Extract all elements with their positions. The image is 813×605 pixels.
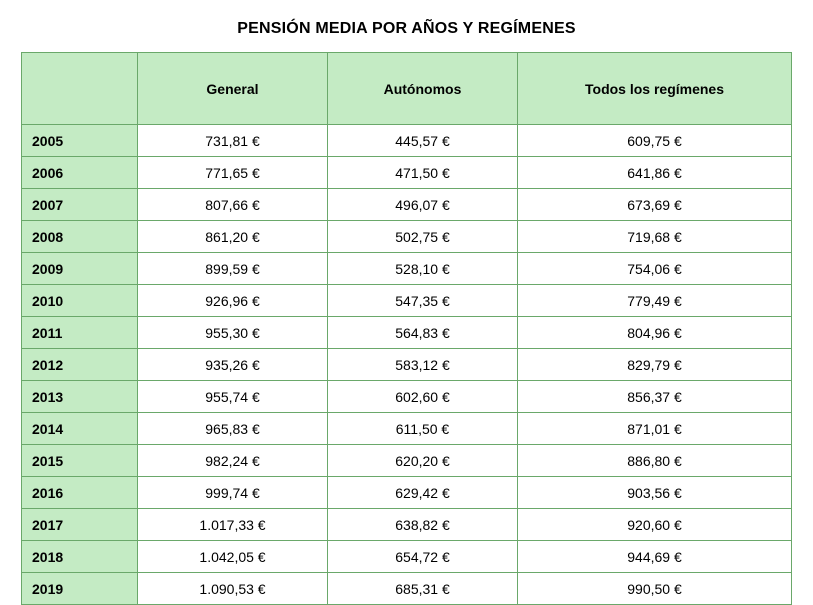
todos-cell: 856,37 € [518, 381, 792, 413]
table-row: 20181.042,05 €654,72 €944,69 € [22, 541, 792, 573]
todos-cell: 609,75 € [518, 125, 792, 157]
todos-cell: 920,60 € [518, 509, 792, 541]
todos-cell: 871,01 € [518, 413, 792, 445]
table-header-row: General Autónomos Todos los regímenes [22, 53, 792, 125]
general-cell: 807,66 € [138, 189, 328, 221]
general-cell: 1.090,53 € [138, 573, 328, 605]
table-row: 2006771,65 €471,50 €641,86 € [22, 157, 792, 189]
year-cell: 2016 [22, 477, 138, 509]
year-cell: 2010 [22, 285, 138, 317]
table-row: 2012935,26 €583,12 €829,79 € [22, 349, 792, 381]
general-cell: 861,20 € [138, 221, 328, 253]
autonomos-cell: 445,57 € [328, 125, 518, 157]
todos-cell: 804,96 € [518, 317, 792, 349]
table-row: 2005731,81 €445,57 €609,75 € [22, 125, 792, 157]
autonomos-cell: 564,83 € [328, 317, 518, 349]
table-row: 2010926,96 €547,35 €779,49 € [22, 285, 792, 317]
todos-cell: 779,49 € [518, 285, 792, 317]
table-row: 2016999,74 €629,42 €903,56 € [22, 477, 792, 509]
year-cell: 2011 [22, 317, 138, 349]
year-cell: 2014 [22, 413, 138, 445]
autonomos-cell: 620,20 € [328, 445, 518, 477]
todos-cell: 944,69 € [518, 541, 792, 573]
todos-cell: 641,86 € [518, 157, 792, 189]
year-cell: 2017 [22, 509, 138, 541]
general-cell: 771,65 € [138, 157, 328, 189]
table-row: 2011955,30 €564,83 €804,96 € [22, 317, 792, 349]
autonomos-cell: 496,07 € [328, 189, 518, 221]
autonomos-cell: 471,50 € [328, 157, 518, 189]
todos-cell: 903,56 € [518, 477, 792, 509]
table-row: 2014965,83 €611,50 €871,01 € [22, 413, 792, 445]
todos-cell: 886,80 € [518, 445, 792, 477]
todos-cell: 990,50 € [518, 573, 792, 605]
autonomos-cell: 629,42 € [328, 477, 518, 509]
table-row: 2008861,20 €502,75 €719,68 € [22, 221, 792, 253]
table-header-autonomos: Autónomos [328, 53, 518, 125]
table-header-todos: Todos los regímenes [518, 53, 792, 125]
year-cell: 2006 [22, 157, 138, 189]
todos-cell: 754,06 € [518, 253, 792, 285]
autonomos-cell: 685,31 € [328, 573, 518, 605]
general-cell: 935,26 € [138, 349, 328, 381]
general-cell: 731,81 € [138, 125, 328, 157]
year-cell: 2018 [22, 541, 138, 573]
year-cell: 2012 [22, 349, 138, 381]
general-cell: 965,83 € [138, 413, 328, 445]
table-row: 2007807,66 €496,07 €673,69 € [22, 189, 792, 221]
autonomos-cell: 528,10 € [328, 253, 518, 285]
general-cell: 955,74 € [138, 381, 328, 413]
year-cell: 2015 [22, 445, 138, 477]
autonomos-cell: 547,35 € [328, 285, 518, 317]
pension-table: General Autónomos Todos los regímenes 20… [21, 52, 792, 605]
table-row: 2009899,59 €528,10 €754,06 € [22, 253, 792, 285]
year-cell: 2008 [22, 221, 138, 253]
year-cell: 2009 [22, 253, 138, 285]
year-cell: 2005 [22, 125, 138, 157]
table-row: 2015982,24 €620,20 €886,80 € [22, 445, 792, 477]
table-header-empty [22, 53, 138, 125]
autonomos-cell: 583,12 € [328, 349, 518, 381]
year-cell: 2013 [22, 381, 138, 413]
general-cell: 999,74 € [138, 477, 328, 509]
autonomos-cell: 602,60 € [328, 381, 518, 413]
general-cell: 982,24 € [138, 445, 328, 477]
autonomos-cell: 611,50 € [328, 413, 518, 445]
table-row: 20171.017,33 €638,82 €920,60 € [22, 509, 792, 541]
year-cell: 2019 [22, 573, 138, 605]
table-header-general: General [138, 53, 328, 125]
todos-cell: 673,69 € [518, 189, 792, 221]
table-row: 20191.090,53 €685,31 €990,50 € [22, 573, 792, 605]
autonomos-cell: 502,75 € [328, 221, 518, 253]
general-cell: 1.017,33 € [138, 509, 328, 541]
page-title: PENSIÓN MEDIA POR AÑOS Y REGÍMENES [20, 20, 793, 38]
todos-cell: 719,68 € [518, 221, 792, 253]
table-row: 2013955,74 €602,60 €856,37 € [22, 381, 792, 413]
autonomos-cell: 654,72 € [328, 541, 518, 573]
autonomos-cell: 638,82 € [328, 509, 518, 541]
general-cell: 955,30 € [138, 317, 328, 349]
general-cell: 1.042,05 € [138, 541, 328, 573]
pension-table-body: 2005731,81 €445,57 €609,75 €2006771,65 €… [22, 125, 792, 605]
todos-cell: 829,79 € [518, 349, 792, 381]
year-cell: 2007 [22, 189, 138, 221]
general-cell: 899,59 € [138, 253, 328, 285]
general-cell: 926,96 € [138, 285, 328, 317]
